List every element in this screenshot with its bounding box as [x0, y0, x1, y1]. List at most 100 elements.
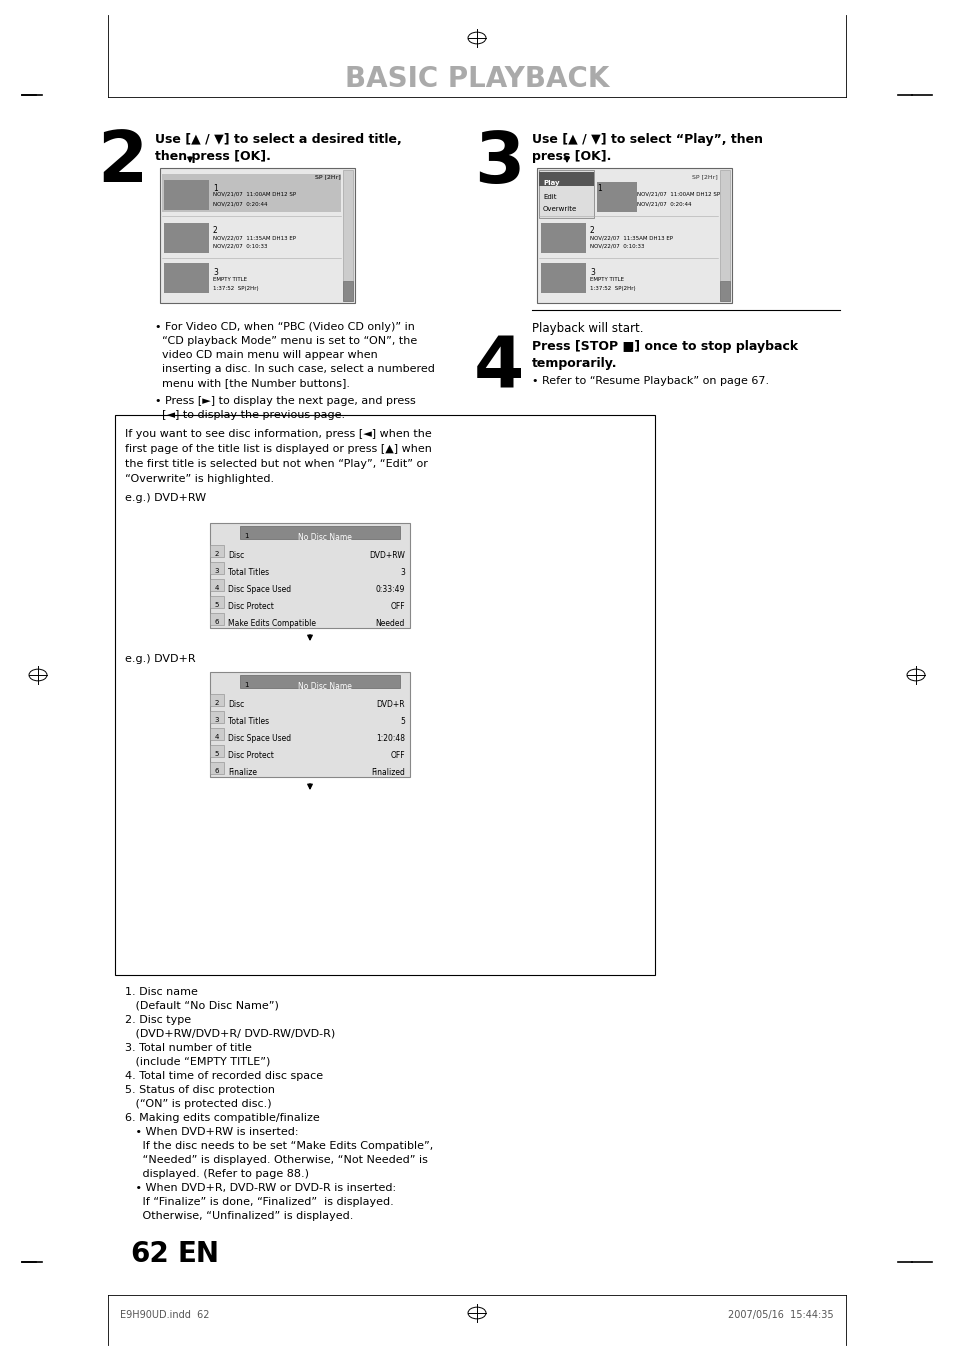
Text: 1: 1 — [597, 184, 601, 193]
Text: press [OK].: press [OK]. — [532, 150, 611, 163]
Bar — [343, 281, 353, 301]
Text: Otherwise, “Unfinalized” is displayed.: Otherwise, “Unfinalized” is displayed. — [125, 1210, 353, 1221]
Text: NOV/22/07  0:10:33: NOV/22/07 0:10:33 — [213, 245, 267, 249]
Text: menu with [the Number buttons].: menu with [the Number buttons]. — [154, 378, 350, 388]
Bar — [210, 728, 224, 740]
Text: Disc Space Used: Disc Space Used — [228, 585, 291, 594]
Text: 4. Total time of recorded disc space: 4. Total time of recorded disc space — [125, 1071, 323, 1081]
Bar — [210, 523, 410, 628]
Bar — [210, 613, 224, 626]
Text: • When DVD+RW is inserted:: • When DVD+RW is inserted: — [125, 1127, 298, 1138]
Bar — [210, 671, 410, 777]
Text: 3: 3 — [213, 267, 217, 277]
Bar — [210, 762, 224, 774]
Text: OFF: OFF — [390, 603, 405, 611]
Text: “CD playback Mode” menu is set to “ON”, the: “CD playback Mode” menu is set to “ON”, … — [154, 336, 416, 346]
Text: EN: EN — [178, 1240, 220, 1269]
Text: 2: 2 — [97, 128, 147, 197]
Text: “Overwrite” is highlighted.: “Overwrite” is highlighted. — [125, 474, 274, 484]
Bar — [210, 544, 224, 557]
Text: first page of the title list is displayed or press [▲] when: first page of the title list is displaye… — [125, 444, 432, 454]
Text: Disc Space Used: Disc Space Used — [228, 734, 291, 743]
Text: Disc Protect: Disc Protect — [228, 751, 274, 761]
Bar — [164, 223, 209, 253]
Text: Finalize: Finalize — [228, 767, 256, 777]
Text: SP [2Hr]: SP [2Hr] — [314, 174, 340, 178]
Text: Finalized: Finalized — [371, 767, 405, 777]
Text: 0:33:49: 0:33:49 — [375, 585, 405, 594]
Text: 1: 1 — [244, 682, 248, 688]
Text: temporarily.: temporarily. — [532, 357, 617, 370]
Text: 1. Disc name: 1. Disc name — [125, 988, 197, 997]
Bar — [240, 676, 399, 688]
Text: Edit: Edit — [542, 195, 556, 200]
Text: “Needed” is displayed. Otherwise, “Not Needed” is: “Needed” is displayed. Otherwise, “Not N… — [125, 1155, 428, 1165]
Text: 2: 2 — [589, 226, 594, 235]
Text: 6: 6 — [214, 767, 219, 774]
Text: (“ON” is protected disc.): (“ON” is protected disc.) — [125, 1098, 272, 1109]
Text: SP [2Hr]: SP [2Hr] — [314, 174, 340, 178]
Text: e.g.) DVD+RW: e.g.) DVD+RW — [125, 493, 206, 503]
Bar — [164, 263, 209, 293]
Text: 3: 3 — [399, 567, 405, 577]
Bar — [210, 562, 224, 574]
Text: 1:20:48: 1:20:48 — [375, 734, 405, 743]
Text: SP [2Hr]: SP [2Hr] — [692, 174, 718, 178]
Text: 2: 2 — [213, 226, 217, 235]
Bar — [597, 182, 637, 212]
Text: 3: 3 — [589, 267, 595, 277]
Text: Use [▲ / ▼] to select a desired title,: Use [▲ / ▼] to select a desired title, — [154, 132, 401, 146]
Text: Playback will start.: Playback will start. — [532, 322, 643, 335]
Text: 3. Total number of title: 3. Total number of title — [125, 1043, 252, 1052]
Bar — [210, 694, 224, 707]
Bar — [210, 744, 224, 757]
Bar — [720, 281, 729, 301]
Text: 1: 1 — [213, 184, 217, 193]
Text: NOV/22/07  0:10:33: NOV/22/07 0:10:33 — [589, 245, 644, 249]
Text: 3: 3 — [474, 128, 523, 197]
Text: 5. Status of disc protection: 5. Status of disc protection — [125, 1085, 274, 1096]
Text: BASIC PLAYBACK: BASIC PLAYBACK — [344, 65, 609, 93]
Bar — [343, 170, 353, 301]
Text: (Default “No Disc Name”): (Default “No Disc Name”) — [125, 1001, 278, 1011]
Bar — [162, 174, 340, 212]
Text: 1:37:52  SP(2Hr): 1:37:52 SP(2Hr) — [589, 286, 635, 290]
Text: 2. Disc type: 2. Disc type — [125, 1015, 191, 1025]
Text: Play: Play — [542, 180, 559, 186]
Text: E9H90UD.indd  62: E9H90UD.indd 62 — [120, 1310, 210, 1320]
Text: [◄] to display the previous page.: [◄] to display the previous page. — [154, 409, 345, 420]
Bar — [210, 580, 224, 590]
Text: Disc Protect: Disc Protect — [228, 603, 274, 611]
Text: 2: 2 — [214, 700, 219, 707]
Text: EMPTY TITLE: EMPTY TITLE — [213, 277, 247, 282]
Bar — [160, 168, 355, 303]
Text: NOV/22/07  11:35AM DH13 EP: NOV/22/07 11:35AM DH13 EP — [589, 235, 672, 240]
Text: • When DVD+R, DVD-RW or DVD-R is inserted:: • When DVD+R, DVD-RW or DVD-R is inserte… — [125, 1183, 395, 1193]
Text: 3: 3 — [214, 717, 219, 723]
Text: If “Finalize” is done, “Finalized”  is displayed.: If “Finalize” is done, “Finalized” is di… — [125, 1197, 394, 1206]
Text: 5: 5 — [214, 603, 219, 608]
Text: 6: 6 — [214, 619, 219, 626]
Text: DVD+RW: DVD+RW — [369, 551, 405, 561]
Text: • Refer to “Resume Playback” on page 67.: • Refer to “Resume Playback” on page 67. — [532, 376, 768, 386]
Bar — [537, 168, 731, 303]
Bar — [538, 172, 594, 186]
Text: No Disc Name: No Disc Name — [297, 682, 352, 690]
Text: OFF: OFF — [390, 751, 405, 761]
Text: 1: 1 — [244, 534, 248, 539]
Text: NOV/21/07  0:20:44: NOV/21/07 0:20:44 — [213, 201, 267, 205]
Bar — [164, 180, 209, 209]
Text: NOV/22/07  11:35AM DH13 EP: NOV/22/07 11:35AM DH13 EP — [213, 235, 295, 240]
Text: 1:37:52  SP(2Hr): 1:37:52 SP(2Hr) — [213, 286, 258, 290]
Text: • For Video CD, when “PBC (Video CD only)” in: • For Video CD, when “PBC (Video CD only… — [154, 322, 415, 332]
Text: then press [OK].: then press [OK]. — [154, 150, 271, 163]
Text: Overwrite: Overwrite — [542, 205, 577, 212]
Text: • Press [►] to display the next page, and press: • Press [►] to display the next page, an… — [154, 396, 416, 407]
Text: EMPTY TITLE: EMPTY TITLE — [589, 277, 623, 282]
Text: Disc: Disc — [228, 700, 244, 709]
Text: Total Titles: Total Titles — [228, 717, 269, 725]
Text: Total Titles: Total Titles — [228, 567, 269, 577]
Text: 4: 4 — [474, 334, 523, 403]
Bar — [210, 596, 224, 608]
Bar — [720, 170, 729, 301]
